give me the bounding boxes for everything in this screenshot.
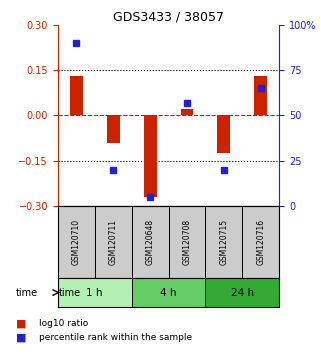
Bar xyxy=(180,109,194,115)
Title: GDS3433 / 38057: GDS3433 / 38057 xyxy=(113,11,224,24)
Text: 24 h: 24 h xyxy=(231,287,254,298)
Text: time: time xyxy=(58,287,81,298)
FancyBboxPatch shape xyxy=(242,206,279,279)
FancyBboxPatch shape xyxy=(132,206,169,279)
Bar xyxy=(70,76,83,115)
Text: percentile rank within the sample: percentile rank within the sample xyxy=(39,333,192,342)
Text: log10 ratio: log10 ratio xyxy=(39,319,88,329)
Text: ■: ■ xyxy=(16,332,27,342)
FancyBboxPatch shape xyxy=(205,206,242,279)
Bar xyxy=(107,115,120,143)
Text: 1 h: 1 h xyxy=(86,287,103,298)
Bar xyxy=(217,115,230,153)
FancyBboxPatch shape xyxy=(95,206,132,279)
Text: GSM120711: GSM120711 xyxy=(108,219,118,265)
Text: GSM120716: GSM120716 xyxy=(256,219,265,265)
Text: GSM120648: GSM120648 xyxy=(145,219,155,265)
FancyBboxPatch shape xyxy=(205,279,279,307)
FancyBboxPatch shape xyxy=(169,206,205,279)
Text: GSM120708: GSM120708 xyxy=(182,219,192,265)
Text: GSM120710: GSM120710 xyxy=(72,219,81,265)
Text: GSM120715: GSM120715 xyxy=(219,219,229,265)
FancyBboxPatch shape xyxy=(58,206,95,279)
FancyBboxPatch shape xyxy=(58,279,132,307)
Text: ■: ■ xyxy=(16,319,27,329)
Bar xyxy=(143,115,157,197)
Bar xyxy=(254,76,267,115)
FancyBboxPatch shape xyxy=(132,279,205,307)
Text: time: time xyxy=(16,287,38,298)
Text: 4 h: 4 h xyxy=(160,287,177,298)
